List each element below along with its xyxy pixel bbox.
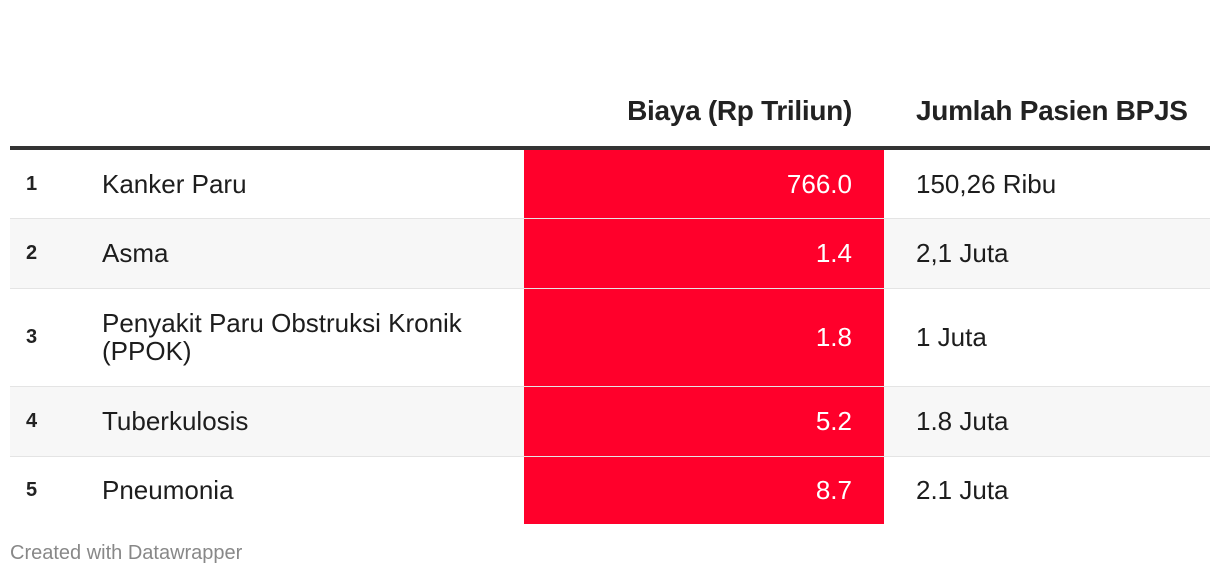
table-header-row: Biaya (Rp Triliun) Jumlah Pasien BPJS [10,28,1210,150]
row-disease-name: Pneumonia [102,475,234,506]
row-cost-value: 1.8 [524,288,884,386]
row-rank: 5 [26,479,38,502]
row-cost-value: 5.2 [524,386,884,456]
table-row: 1 Kanker Paru 766.0 150,26 Ribu [10,148,1210,218]
row-cost-value: 8.7 [524,456,884,524]
row-rank: 1 [26,172,38,195]
row-disease-name: Kanker Paru [102,168,247,199]
table-row: 4 Tuberkulosis 5.2 1.8 Juta [10,386,1210,456]
row-patient-count: 2.1 Juta [916,475,1009,506]
header-rank [10,28,102,150]
header-patients: Jumlah Pasien BPJS [884,28,1210,150]
data-table: Biaya (Rp Triliun) Jumlah Pasien BPJS 1 … [10,28,1210,524]
row-cost-value: 766.0 [524,148,884,218]
table-row: 3 Penyakit Paru Obstruksi Kronik (PPOK) … [10,288,1210,386]
row-patient-count: 1 Juta [916,322,987,352]
table-row: 5 Pneumonia 8.7 2.1 Juta [10,456,1210,524]
row-patient-count: 1.8 Juta [916,406,1009,436]
row-disease-name: Tuberkulosis [102,406,249,436]
row-cost-value: 1.4 [524,218,884,288]
footer-credit: Created with Datawrapper [10,542,243,564]
header-cost: Biaya (Rp Triliun) [524,28,884,150]
row-rank: 4 [26,410,38,432]
row-patient-count: 2,1 Juta [916,238,1009,268]
header-name [102,28,524,150]
row-rank: 2 [26,242,38,264]
row-disease-name: Penyakit Paru Obstruksi Kronik (PPOK) [102,308,462,366]
row-rank: 3 [26,326,38,348]
row-disease-name: Asma [102,238,169,268]
row-patient-count: 150,26 Ribu [916,168,1057,199]
table-row: 2 Asma 1.4 2,1 Juta [10,218,1210,288]
